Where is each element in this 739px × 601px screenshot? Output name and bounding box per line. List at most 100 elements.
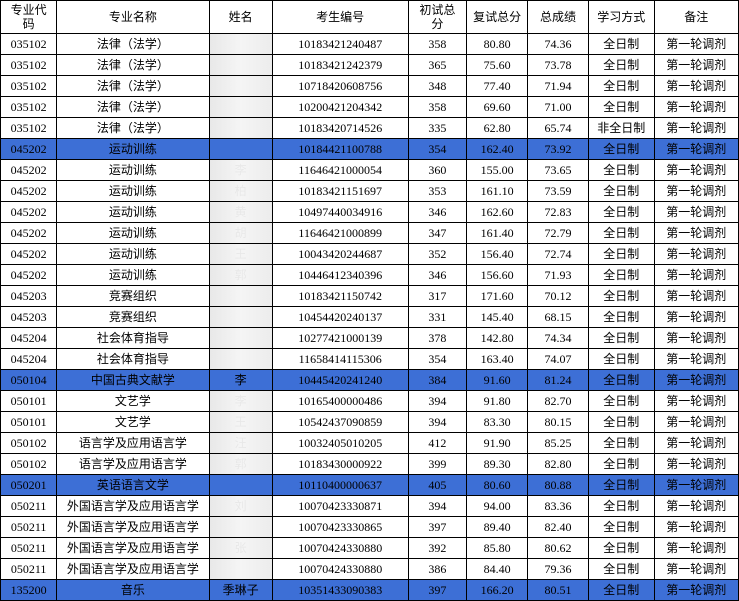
- cell-examid: 10277421000139: [272, 328, 408, 349]
- cell-total: 79.36: [528, 559, 589, 580]
- cell-total: 71.00: [528, 97, 589, 118]
- cell-name: 郭: [209, 454, 272, 475]
- cell-examid: 10542437090859: [272, 412, 408, 433]
- cell-name: [209, 307, 272, 328]
- cell-remark: 第一轮调剂: [654, 118, 738, 139]
- cell-prelim: 360: [408, 160, 467, 181]
- cell-retest: 69.60: [467, 97, 528, 118]
- cell-examid: 10497440034916: [272, 202, 408, 223]
- table-row: 045202运动训练李11646421000054360155.0073.65全…: [1, 160, 739, 181]
- cell-retest: 163.40: [467, 349, 528, 370]
- cell-code: 035102: [1, 76, 57, 97]
- table-row: 035102法律（法学）1071842060875634877.4071.94全…: [1, 76, 739, 97]
- cell-examid: 10070423330871: [272, 496, 408, 517]
- cell-name: 黄: [209, 202, 272, 223]
- cell-mode: 全日制: [589, 475, 655, 496]
- cell-retest: 156.60: [467, 265, 528, 286]
- cell-prelim: 353: [408, 181, 467, 202]
- cell-code: 045202: [1, 244, 57, 265]
- cell-mode: 全日制: [589, 559, 655, 580]
- cell-retest: 91.90: [467, 433, 528, 454]
- table-row: 035102法律（法学）1018342124048735880.8074.36全…: [1, 34, 739, 55]
- cell-name: [209, 286, 272, 307]
- cell-retest: 85.80: [467, 538, 528, 559]
- cell-retest: 162.60: [467, 202, 528, 223]
- cell-prelim: 347: [408, 223, 467, 244]
- cell-retest: 161.10: [467, 181, 528, 202]
- cell-name: 王: [209, 244, 272, 265]
- cell-name: [209, 97, 272, 118]
- cell-major: 中国古典文献学: [57, 370, 209, 391]
- cell-retest: 162.40: [467, 139, 528, 160]
- cell-mode: 全日制: [589, 433, 655, 454]
- cell-code: 045202: [1, 181, 57, 202]
- cell-remark: 第一轮调剂: [654, 349, 738, 370]
- cell-code: 035102: [1, 118, 57, 139]
- cell-code: 045202: [1, 202, 57, 223]
- cell-total: 80.62: [528, 538, 589, 559]
- cell-total: 82.40: [528, 517, 589, 538]
- cell-mode: 全日制: [589, 160, 655, 181]
- cell-major: 运动训练: [57, 244, 209, 265]
- cell-total: 70.12: [528, 286, 589, 307]
- cell-prelim: 384: [408, 370, 467, 391]
- col-header-remark: 备注: [654, 1, 738, 34]
- cell-remark: 第一轮调剂: [654, 517, 738, 538]
- cell-remark: 第一轮调剂: [654, 97, 738, 118]
- col-header-code: 专业代码: [1, 1, 57, 34]
- cell-prelim: 392: [408, 538, 467, 559]
- table-row: 050104中国古典文献学李1044542024124038491.6081.2…: [1, 370, 739, 391]
- col-header-total: 总成绩: [528, 1, 589, 34]
- cell-prelim: 394: [408, 391, 467, 412]
- cell-prelim: 394: [408, 412, 467, 433]
- cell-prelim: 354: [408, 139, 467, 160]
- cell-total: 74.36: [528, 34, 589, 55]
- cell-mode: 全日制: [589, 223, 655, 244]
- cell-code: 050211: [1, 496, 57, 517]
- table-row: 050211外国语言学及应用语言学张1007042433088039285.80…: [1, 538, 739, 559]
- table-row: 045202运动训练柏10183421151697353161.1073.59全…: [1, 181, 739, 202]
- table-row: 035102法律（法学）1018342071452633562.8065.74非…: [1, 118, 739, 139]
- cell-name: 张: [209, 538, 272, 559]
- cell-retest: 80.60: [467, 475, 528, 496]
- cell-prelim: 405: [408, 475, 467, 496]
- table-header: 专业代码专业名称姓名考生编号初试总分复试总分总成绩学习方式备注: [1, 1, 739, 34]
- cell-prelim: 358: [408, 34, 467, 55]
- cell-prelim: 365: [408, 55, 467, 76]
- cell-major: 法律（法学）: [57, 34, 209, 55]
- cell-remark: 第一轮调剂: [654, 412, 738, 433]
- cell-examid: 10183421240487: [272, 34, 408, 55]
- cell-name: [209, 517, 272, 538]
- cell-examid: 10032405010205: [272, 433, 408, 454]
- cell-remark: 第一轮调剂: [654, 580, 738, 601]
- table-row: 045203竞赛组织10183421150742317171.6070.12全日…: [1, 286, 739, 307]
- cell-mode: 全日制: [589, 580, 655, 601]
- cell-major: 运动训练: [57, 139, 209, 160]
- cell-total: 72.79: [528, 223, 589, 244]
- cell-major: 音乐: [57, 580, 209, 601]
- cell-total: 74.07: [528, 349, 589, 370]
- table-row: 050102语言学及应用语言学郭1018343000092239989.3082…: [1, 454, 739, 475]
- cell-prelim: 354: [408, 349, 467, 370]
- cell-remark: 第一轮调剂: [654, 454, 738, 475]
- cell-retest: 142.80: [467, 328, 528, 349]
- cell-examid: 11658414115306: [272, 349, 408, 370]
- cell-remark: 第一轮调剂: [654, 34, 738, 55]
- cell-prelim: 317: [408, 286, 467, 307]
- cell-total: 80.51: [528, 580, 589, 601]
- cell-retest: 161.40: [467, 223, 528, 244]
- table-row: 050211外国语言学及应用语言学1007042333086539789.408…: [1, 517, 739, 538]
- cell-major: 文艺学: [57, 412, 209, 433]
- cell-mode: 全日制: [589, 265, 655, 286]
- cell-mode: 全日制: [589, 55, 655, 76]
- cell-retest: 89.30: [467, 454, 528, 475]
- cell-code: 050102: [1, 454, 57, 475]
- cell-prelim: 386: [408, 559, 467, 580]
- cell-retest: 89.40: [467, 517, 528, 538]
- cell-examid: 10110400000637: [272, 475, 408, 496]
- cell-name: [209, 76, 272, 97]
- cell-total: 72.74: [528, 244, 589, 265]
- cell-mode: 全日制: [589, 412, 655, 433]
- cell-name: 胡: [209, 223, 272, 244]
- cell-remark: 第一轮调剂: [654, 244, 738, 265]
